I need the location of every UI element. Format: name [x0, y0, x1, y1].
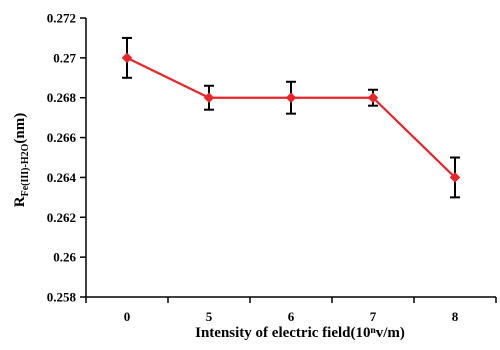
y-tick-label: 0.262 [47, 210, 76, 225]
y-axis-title-main: R [12, 196, 28, 207]
data-point [367, 92, 379, 104]
x-tick-label: 0 [124, 309, 131, 324]
y-tick-label: 0.26 [53, 250, 76, 265]
series-red [121, 36, 461, 199]
x-tick-label: 6 [288, 309, 295, 324]
data-point [203, 92, 215, 104]
x-axis-title: Intensity of electric field(10ⁿv/m) [195, 325, 405, 341]
y-tick-label: 0.266 [47, 130, 77, 145]
y-axis-title-unit: (nm) [12, 113, 28, 144]
data-point [121, 52, 133, 64]
x-axis-ticks: 0 5 6 7 8 [85, 297, 497, 324]
y-tick-label: 0.264 [47, 170, 77, 185]
y-tick-label: 0.272 [47, 11, 76, 26]
y-tick-label: 0.268 [47, 90, 77, 105]
y-axis-title: RFe(III)-H2O(nm) [12, 113, 31, 207]
y-axis-ticks: 0.258 0.26 0.262 0.264 0.266 0.268 0.27 0.272 [47, 11, 86, 305]
x-tick-label: 8 [452, 309, 459, 324]
y-tick-label: 0.258 [47, 290, 77, 305]
data-point [449, 172, 461, 183]
y-tick-label: 0.27 [53, 50, 76, 65]
series-line [126, 56, 456, 179]
x-tick-label: 7 [370, 309, 377, 324]
x-tick-label: 5 [206, 309, 213, 324]
y-axis-title-sub: Fe(III)-H2O [20, 143, 31, 196]
data-point [285, 92, 297, 104]
